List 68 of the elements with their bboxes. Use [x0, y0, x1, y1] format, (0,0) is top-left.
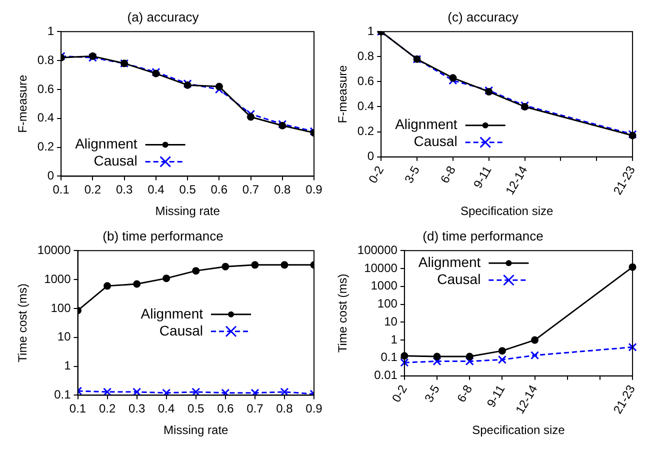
- chart-title: (c) accuracy: [448, 9, 519, 24]
- x-tick-label: 0.6: [217, 402, 234, 416]
- legend-label: Alignment: [418, 254, 481, 270]
- y-tick-label: 0.1: [380, 350, 398, 364]
- legend-label: Alignment: [140, 305, 204, 322]
- chart-title: (d) time performance: [422, 228, 544, 244]
- y-axis-title: Time cost (ms): [16, 283, 30, 362]
- x-tick-label: 0.1: [69, 402, 86, 416]
- y-tick-label: 0.2: [37, 140, 54, 154]
- y-tick-label: 10000: [364, 260, 398, 275]
- x-axis-title: Missing rate: [164, 423, 229, 438]
- x-tick-label: 0.7: [242, 182, 260, 197]
- x-tick-label: 0.6: [210, 182, 228, 197]
- x-tick-label: 0-2: [366, 163, 387, 186]
- y-tick-label: 0.2: [357, 124, 374, 138]
- y-tick-label: 0.8: [357, 48, 374, 63]
- legend-label: Causal: [437, 270, 481, 287]
- x-tick-label: 0.5: [188, 402, 205, 416]
- y-tick-label: 0.01: [374, 368, 398, 382]
- y-tick-label: 100: [50, 300, 72, 315]
- x-tick-label: 6-8: [438, 163, 459, 186]
- y-tick-label: 1: [367, 24, 374, 38]
- y-tick-label: 0: [367, 149, 374, 164]
- x-tick-label: 3-5: [422, 382, 443, 405]
- y-tick-label: 0.8: [37, 52, 54, 67]
- y-tick-label: 1000: [370, 278, 398, 293]
- y-tick-label: 1: [390, 332, 398, 346]
- y-tick-label: 0.4: [37, 110, 54, 125]
- legend-label: Alignment: [75, 136, 138, 152]
- x-tick-label: 0.5: [179, 182, 196, 197]
- x-tick-label: 0.4: [158, 402, 176, 416]
- y-tick-label: 1: [47, 24, 54, 38]
- y-tick-label: 10000: [37, 242, 72, 257]
- x-tick-label: 0.4: [148, 182, 165, 197]
- x-tick-label: 0.9: [306, 182, 323, 197]
- legend-label: Causal: [159, 322, 204, 338]
- x-tick-label: 0.7: [246, 402, 264, 416]
- y-tick-label: 100: [377, 296, 398, 311]
- x-tick-label: 0.8: [276, 402, 294, 416]
- x-tick-label: 3-5: [402, 163, 423, 186]
- x-tick-label: 0.8: [274, 182, 292, 197]
- x-tick-label: 0.3: [116, 182, 133, 197]
- y-tick-label: 100000: [357, 242, 398, 257]
- x-tick-label: 6-8: [454, 382, 476, 405]
- x-axis-title: Specification size: [472, 423, 566, 438]
- y-tick-label: 1000: [44, 272, 72, 286]
- x-tick-label: 0.3: [128, 402, 146, 416]
- chart-title: (a) accuracy: [127, 9, 200, 24]
- y-axis-title: F-measure: [336, 64, 350, 124]
- y-axis-title: Time cost (ms): [336, 274, 350, 353]
- y-axis-title: F-measure: [16, 74, 30, 133]
- y-tick-label: 10: [384, 314, 398, 328]
- x-axis-title: Missing rate: [155, 204, 220, 218]
- x-tick-label: 0.2: [84, 182, 102, 197]
- y-tick-label: 0.4: [357, 99, 374, 114]
- y-tick-label: 10: [57, 330, 72, 344]
- x-tick-label: 0.2: [98, 402, 116, 416]
- x-tick-label: 0-2: [389, 382, 410, 405]
- legend-label: Alignment: [395, 116, 458, 132]
- legend-label: Causal: [414, 133, 458, 150]
- y-tick-label: 0.6: [37, 82, 54, 96]
- y-tick-label: 0: [47, 168, 54, 183]
- legend-label: Causal: [94, 152, 138, 169]
- y-tick-label: 0.6: [357, 74, 374, 88]
- chart-title: (b) time performance: [102, 228, 224, 244]
- y-tick-label: 1: [64, 358, 72, 373]
- x-tick-label: 0.9: [306, 402, 323, 416]
- x-axis-title: Specification size: [460, 204, 554, 218]
